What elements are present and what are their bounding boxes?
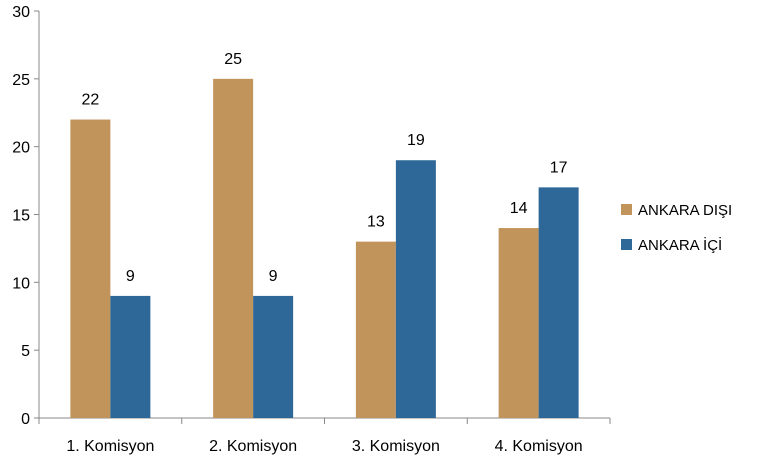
- bars: [70, 78, 579, 419]
- y-axis: 0 5 10 15 20 25 30: [12, 4, 40, 428]
- y-tick-label: 20: [12, 140, 30, 157]
- bar: [538, 187, 579, 418]
- bar-value-label: 19: [407, 132, 425, 149]
- bar-value-label: 22: [81, 92, 99, 109]
- y-tick-label: 5: [21, 343, 30, 360]
- bar-value-label: 9: [126, 268, 135, 285]
- data-labels: 22 25 13 14 9 9 19 17: [81, 51, 567, 285]
- bar: [213, 78, 254, 418]
- y-tick-label: 10: [12, 275, 30, 292]
- bar: [395, 160, 436, 418]
- bar-value-label: 17: [550, 159, 568, 176]
- x-category-label: 2. Komisyon: [209, 438, 297, 455]
- bar-value-label: 13: [367, 214, 385, 231]
- bar: [355, 241, 396, 418]
- y-tick-label: 0: [21, 411, 30, 428]
- x-category-label: 3. Komisyon: [352, 438, 440, 455]
- legend-label: ANKARA İÇİ: [638, 236, 722, 254]
- y-tick-label: 30: [12, 4, 30, 21]
- bar: [498, 228, 539, 418]
- bar-value-label: 14: [510, 200, 528, 217]
- bar: [110, 295, 151, 418]
- y-tick-label: 15: [12, 208, 30, 225]
- x-category-label: 1. Komisyon: [66, 438, 154, 455]
- bar-value-label: 9: [269, 268, 278, 285]
- bar-value-label: 25: [224, 51, 242, 68]
- legend-swatch: [621, 204, 632, 215]
- legend-label: ANKARA DIŞI: [638, 202, 732, 219]
- bar: [253, 295, 294, 418]
- bar: [70, 119, 111, 419]
- legend-swatch: [621, 239, 632, 250]
- x-category-label: 4. Komisyon: [495, 438, 583, 455]
- y-tick-label: 25: [12, 72, 30, 89]
- legend: ANKARA DIŞI ANKARA İÇİ: [621, 202, 732, 254]
- x-axis: 1. Komisyon 2. Komisyon 3. Komisyon 4. Komi…: [38, 417, 611, 455]
